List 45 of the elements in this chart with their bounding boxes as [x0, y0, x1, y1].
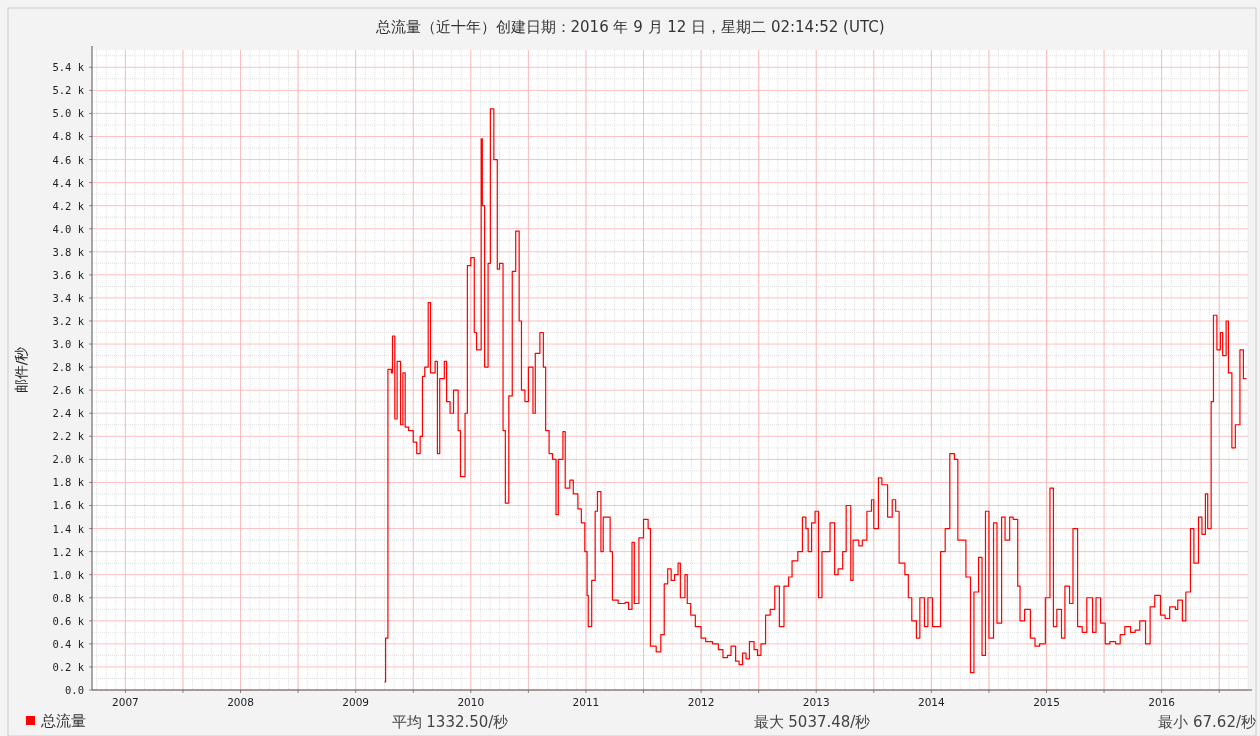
x-tick-label: 2013: [802, 696, 830, 708]
y-tick-label: 1.8 k: [52, 476, 85, 489]
x-tick-label: 2015: [1033, 696, 1060, 708]
y-axis-title: 邮件/秒: [13, 346, 29, 394]
x-tick-label: 2014: [918, 696, 946, 708]
y-tick-label: 5.4 k: [52, 61, 85, 74]
y-tick-label: 5.2 k: [52, 84, 85, 97]
y-tick-label: 4.0 k: [52, 222, 85, 235]
y-tick-label: 2.4 k: [52, 407, 85, 420]
legend: 总流量: [26, 712, 86, 730]
y-tick-label: 3.8 k: [52, 245, 85, 258]
y-tick-label: 3.0 k: [52, 338, 85, 351]
x-tick-label: 2008: [227, 696, 254, 708]
y-tick-label: 0.6 k: [52, 614, 85, 627]
y-tick-label: 0.4 k: [52, 637, 85, 650]
y-tick-label: 4.4 k: [52, 176, 85, 189]
y-tick-label: 4.8 k: [52, 130, 85, 143]
x-tick-label: 2016: [1148, 696, 1176, 708]
y-tick-label: 2.0 k: [52, 453, 85, 466]
y-tick-label: 0.2 k: [52, 660, 85, 673]
y-tick-label: 2.2 k: [52, 430, 85, 443]
x-tick-label: 2009: [342, 696, 370, 708]
y-tick-label: 3.6 k: [52, 268, 85, 281]
y-tick-label: 2.8 k: [52, 361, 85, 374]
y-tick-label: 2.6 k: [52, 384, 85, 397]
y-tick-label: 1.2 k: [52, 545, 85, 558]
y-tick-label: 4.6 k: [52, 153, 85, 166]
text: 最小 67.62/秒: [1158, 713, 1256, 731]
y-tick-label: 0.0: [65, 684, 84, 696]
y-tick-label: 1.6 k: [52, 499, 85, 512]
y-tick-label: 4.2 k: [52, 199, 85, 212]
text: 最大 5037.48/秒: [753, 713, 871, 731]
y-tick-label: 5.0 k: [52, 107, 85, 120]
x-tick-label: 2012: [687, 696, 715, 708]
chart-title: 总流量（近十年）创建日期：2016 年 9 月 12 日，星期二 02:14:52 (UTC): [374, 18, 885, 36]
x-tick-label: 2010: [457, 696, 485, 708]
x-tick-label: 2007: [112, 696, 139, 708]
y-tick-label: 1.0 k: [52, 568, 85, 581]
y-tick-label: 1.4 k: [52, 522, 85, 535]
y-tick-label: 3.2 k: [52, 314, 85, 327]
text: 平均 1332.50/秒: [391, 713, 509, 731]
y-tick-label: 3.4 k: [52, 291, 85, 304]
legend-label: 总流量: [40, 712, 86, 730]
y-tick-label: 0.8 k: [52, 591, 85, 604]
x-tick-label: 2011: [572, 696, 600, 708]
